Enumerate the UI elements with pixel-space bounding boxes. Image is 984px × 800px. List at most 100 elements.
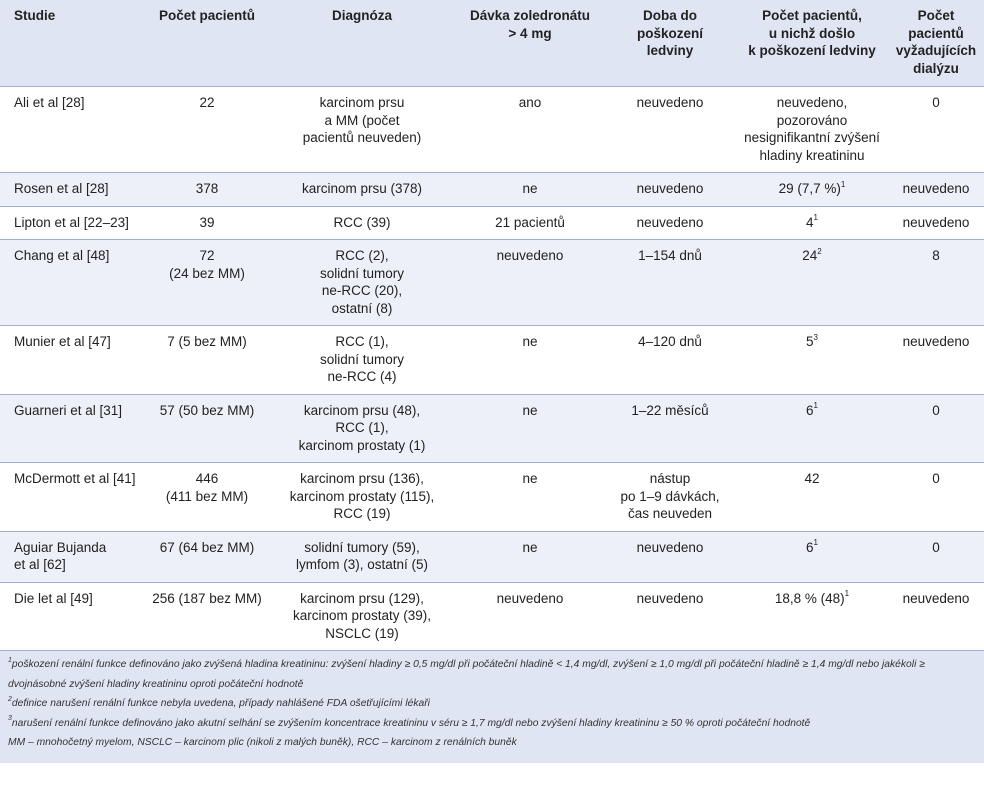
cell-poskozeni: neuvedeno, pozorováno nesignifikantní zv… [736, 87, 888, 173]
header-studie: Studie [14, 8, 56, 23]
cell-pocet: 7 (5 bez MM) [146, 326, 268, 395]
table-row: Guarneri et al [31] 57 (50 bez MM) karcino… [0, 394, 984, 463]
cell-doba-text: 4–120 dnů [638, 334, 702, 349]
table-row: Munier et al [47] 7 (5 bez MM) RCC (1), so… [0, 325, 984, 395]
table-row: Ali et al [28] 22 karcinom prsu a MM (poče… [0, 86, 984, 173]
cell-davka-text: ne [522, 181, 538, 196]
cell-davka-text: ne [522, 402, 538, 418]
footnote-line: 2definice narušení renální funkce nebyla… [8, 694, 976, 714]
cell-studie-text: Aguiar Bujanda et al [62] [14, 539, 107, 573]
cell-poskozeni: 42 [736, 463, 888, 532]
cell-pocet-text: 57 (50 bez MM) [159, 402, 255, 418]
header-poskozeni: Počet pacientů, u nichž došlo k poškozen… [748, 8, 876, 58]
footnote-line: MM – mnohočetný myelom, NSCLC – karcinom… [8, 733, 976, 753]
cell-pocet-text: 256 (187 bez MM) [152, 590, 262, 606]
cell-doba-text: neuvedeno [636, 590, 704, 606]
cell-studie-text: Chang et al [48] [14, 248, 110, 263]
footnote-marker: 3 [8, 715, 12, 723]
cell-davka: ne [456, 531, 604, 582]
study-table: Studie Počet pacientů Diagnóza Dávka zol… [0, 0, 984, 650]
cell-studie: Aguiar Bujanda et al [62] [0, 531, 146, 582]
cell-poskozeni: 61 [736, 531, 888, 582]
cell-doba: 1–22 měsíců [604, 394, 736, 463]
cell-pocet: 22 [146, 87, 268, 173]
cell-studie-text: McDermott et al [41] [14, 471, 136, 486]
table-row: McDermott et al [41] 446 (411 bez MM) karc… [0, 462, 984, 532]
cell-diagnoza: karcinom prsu (48), RCC (1), karcinom pr… [268, 394, 456, 463]
cell-pocet-text: 72 (24 bez MM) [169, 248, 245, 281]
cell-diagnoza-text: RCC (1), solidní tumory ne-RCC (4) [319, 334, 405, 384]
cell-pocet-text: 39 [199, 214, 215, 230]
cell-poskozeni: 29 (7,7 %)1 [736, 173, 888, 207]
cell-poskozeni-text: 4 [806, 214, 814, 230]
header-dialyza: Počet pacientů vyžadujících dialýzu [895, 8, 977, 76]
cell-doba: 1–154 dnů [604, 240, 736, 326]
cell-studie: Chang et al [48] [0, 240, 146, 326]
cell-davka: ne [456, 173, 604, 207]
cell-studie: Guarneri et al [31] [0, 394, 146, 463]
cell-dialyza: 0 [888, 531, 984, 582]
table-row: Die let al [49] 256 (187 bez MM) karcinom … [0, 582, 984, 650]
cell-pocet: 256 (187 bez MM) [146, 582, 268, 650]
cell-dialyza-text: neuvedeno [902, 214, 970, 230]
footnote-line: 3narušení renální funkce definováno jako… [8, 714, 976, 734]
cell-pocet-text: 7 (5 bez MM) [167, 334, 247, 349]
cell-poskozeni-text: 29 (7,7 %) [778, 181, 841, 196]
cell-diagnoza: karcinom prsu (129), karcinom prostaty (… [268, 582, 456, 650]
cell-doba-text: neuvedeno [636, 95, 704, 110]
footnote-ref: 3 [813, 332, 818, 342]
cell-diagnoza-text: karcinom prsu (378) [301, 181, 423, 196]
cell-studie: Munier et al [47] [0, 326, 146, 395]
cell-diagnoza-text: karcinom prsu (48), RCC (1), karcinom pr… [298, 402, 426, 453]
footnote-ref: 1 [813, 401, 818, 410]
cell-doba: 4–120 dnů [604, 326, 736, 395]
cell-dialyza-text: 0 [932, 539, 940, 555]
cell-pocet-text: 67 (64 bez MM) [159, 539, 255, 555]
cell-davka: 21 pacientů [456, 206, 604, 240]
cell-dialyza-text: neuvedeno [902, 590, 970, 606]
cell-davka: ne [456, 463, 604, 532]
cell-poskozeni: 61 [736, 394, 888, 463]
header-pocet-pacientu: Počet pacientů [158, 8, 256, 23]
cell-poskozeni-text: neuvedeno, pozorováno nesignifikantní zv… [744, 95, 880, 163]
cell-diagnoza-text: RCC (2), solidní tumory ne-RCC (20), ost… [319, 248, 405, 316]
cell-davka-text: neuvedeno [496, 590, 564, 606]
footnote-ref: 2 [817, 246, 822, 256]
cell-doba: nástup po 1–9 dávkách, čas neuveden [604, 463, 736, 532]
cell-poskozeni-text: 42 [804, 471, 820, 486]
footnote-ref: 1 [813, 538, 818, 547]
cell-poskozeni: 18,8 % (48)1 [736, 582, 888, 650]
cell-dialyza: 0 [888, 463, 984, 532]
footnote-text: poškození renální funkce definováno jako… [8, 659, 925, 690]
cell-doba: neuvedeno [604, 206, 736, 240]
table-row: Chang et al [48] 72 (24 bez MM) RCC (2), s… [0, 239, 984, 326]
cell-poskozeni-text: 6 [806, 539, 814, 555]
table-body: Ali et al [28] 22 karcinom prsu a MM (poče… [0, 86, 984, 650]
cell-davka: ne [456, 326, 604, 395]
cell-studie: Ali et al [28] [0, 87, 146, 173]
cell-dialyza-text: 8 [932, 248, 940, 263]
cell-studie-text: Ali et al [28] [14, 95, 85, 110]
table-row: Aguiar Bujanda et al [62] 67 (64 bez MM) s… [0, 531, 984, 582]
cell-studie-text: Guarneri et al [31] [14, 402, 123, 418]
cell-studie: McDermott et al [41] [0, 463, 146, 532]
cell-studie-text: Lipton et al [22–23] [14, 214, 129, 230]
cell-diagnoza-text: karcinom prsu (136), karcinom prostaty (… [289, 471, 435, 521]
cell-pocet: 67 (64 bez MM) [146, 531, 268, 582]
footnote-marker: 1 [8, 656, 12, 664]
footnote-line: 1poškození renální funkce definováno jak… [8, 655, 976, 694]
cell-doba-text: nástup po 1–9 dávkách, čas neuveden [620, 471, 720, 521]
cell-davka: neuvedeno [456, 240, 604, 326]
cell-diagnoza: RCC (2), solidní tumory ne-RCC (20), ost… [268, 240, 456, 326]
table-row: Rosen et al [28] 378 karcinom prsu (378) ne… [0, 172, 984, 207]
footnote-marker: 2 [8, 695, 12, 703]
cell-dialyza: 0 [888, 87, 984, 173]
cell-dialyza: 0 [888, 394, 984, 463]
cell-poskozeni-text: 5 [806, 334, 814, 349]
cell-pocet: 39 [146, 206, 268, 240]
cell-dialyza: 8 [888, 240, 984, 326]
cell-diagnoza: RCC (39) [268, 206, 456, 240]
cell-doba: neuvedeno [604, 531, 736, 582]
footnote-ref: 1 [813, 213, 818, 222]
